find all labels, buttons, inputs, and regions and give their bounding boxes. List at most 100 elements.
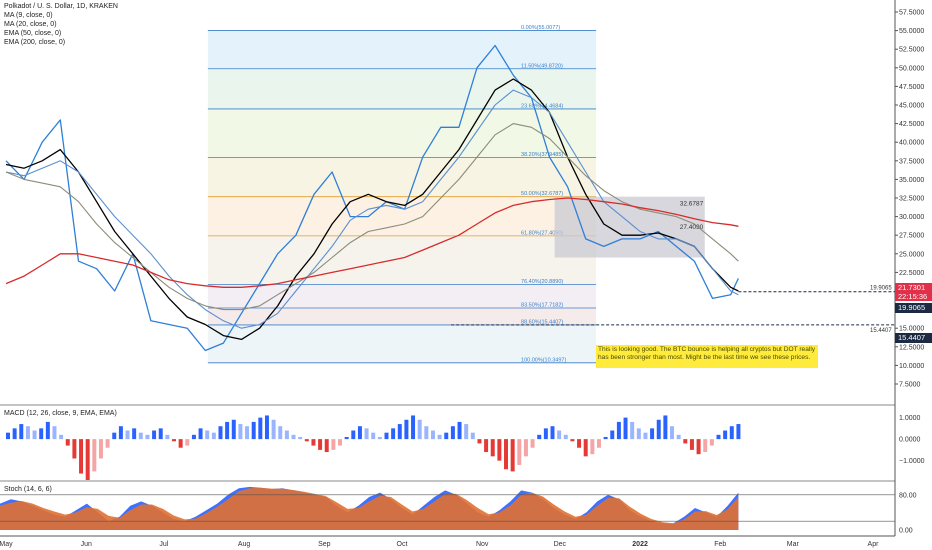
- y-tick-label: 10.0000: [899, 363, 924, 370]
- stoch-y-tick: 80.00: [899, 492, 917, 499]
- macd-y-tick: 1.0000: [899, 415, 921, 422]
- fib-level-label: 50.00%(32.6787): [521, 191, 563, 197]
- macd-bar: [683, 439, 688, 444]
- macd-bar: [391, 428, 396, 440]
- macd-bar: [72, 439, 77, 459]
- legend-ema50: EMA (50, close, 0): [4, 30, 62, 37]
- macd-bar: [145, 434, 150, 440]
- current-price: 21.7301: [898, 283, 926, 292]
- macd-bar: [12, 428, 17, 440]
- macd-bar: [630, 421, 635, 440]
- y-tick-label: 47.5000: [899, 84, 924, 91]
- macd-bar: [6, 432, 10, 440]
- bar-countdown: 22:15:36: [898, 292, 928, 301]
- y-tick-label: 12.5000: [899, 344, 924, 351]
- x-tick-label: Feb: [714, 541, 726, 548]
- macd-bar: [603, 436, 608, 440]
- macd-bar: [464, 424, 469, 440]
- fib-level-label: 11.50%(49.8720): [521, 63, 563, 69]
- fib-band: [207, 235, 597, 285]
- macd-bar: [185, 439, 190, 446]
- macd-bar: [231, 419, 236, 440]
- y-tick-label: 27.5000: [899, 233, 924, 240]
- macd-bar: [298, 436, 303, 440]
- macd-bar: [112, 432, 117, 440]
- support-level-label: 15.4407: [870, 328, 892, 334]
- x-tick-label: 2022: [632, 541, 648, 548]
- macd-bar: [45, 421, 50, 440]
- y-tick-label: 40.0000: [899, 140, 924, 147]
- macd-bar: [238, 424, 243, 440]
- y-tick-label: 35.0000: [899, 177, 924, 184]
- x-tick-label: Oct: [397, 541, 408, 548]
- fib-band: [207, 108, 597, 158]
- legend-ma20: MA (20, close, 0): [4, 21, 57, 28]
- macd-bar: [490, 439, 495, 457]
- ma9-price-tag: 19.9065: [895, 303, 932, 313]
- macd-bar: [457, 421, 462, 440]
- fib-band: [207, 157, 597, 197]
- support-price-tag: 15.4407: [895, 333, 932, 343]
- macd-bar: [570, 439, 575, 442]
- macd-bar: [125, 430, 130, 440]
- macd-bar: [118, 426, 123, 440]
- macd-bar: [663, 415, 668, 440]
- x-tick-label: Jun: [81, 541, 92, 548]
- macd-bar: [338, 439, 343, 446]
- macd-bar: [470, 432, 475, 440]
- macd-bar: [703, 439, 708, 453]
- macd-bar: [736, 424, 741, 440]
- macd-bar: [723, 430, 728, 440]
- macd-bar: [696, 439, 701, 455]
- macd-bar: [25, 426, 30, 440]
- legend-ma9: MA (9, close, 0): [4, 12, 53, 19]
- macd-bar: [610, 430, 615, 440]
- macd-bar: [477, 439, 482, 444]
- macd-bar: [311, 439, 316, 446]
- macd-y-tick: −1.0000: [899, 458, 925, 465]
- y-tick-label: 7.5000: [899, 382, 921, 389]
- y-tick-label: 42.5000: [899, 121, 924, 128]
- macd-bar: [497, 439, 502, 461]
- macd-bar: [105, 439, 110, 448]
- macd-bar: [517, 439, 522, 465]
- macd-bar: [79, 439, 84, 474]
- macd-bar: [172, 439, 176, 442]
- macd-bar: [278, 426, 283, 440]
- macd-bar: [404, 419, 409, 440]
- macd-bar: [689, 439, 694, 450]
- macd-bar: [291, 434, 296, 440]
- fib-band: [207, 196, 597, 236]
- fib-band: [207, 324, 597, 363]
- fib-level-label: 61.80%(27.4090): [521, 230, 563, 236]
- y-tick-label: 22.5000: [899, 270, 924, 277]
- macd-bar: [92, 439, 97, 472]
- macd-bar: [271, 419, 276, 440]
- x-tick-label: Mar: [787, 541, 800, 548]
- macd-bar: [357, 426, 362, 440]
- macd-bar: [656, 419, 661, 440]
- macd-bar: [225, 421, 230, 440]
- macd-bar: [484, 439, 489, 453]
- fib-band: [207, 307, 597, 325]
- box-label-inner: 27.4090: [680, 224, 704, 231]
- box-label-top: 32.6787: [680, 201, 704, 208]
- ma20-line: [5, 89, 739, 329]
- fib-level-label: 100.00%(10.3497): [521, 357, 566, 363]
- y-tick-label: 32.5000: [899, 196, 924, 203]
- macd-bar: [450, 426, 455, 440]
- macd-bar: [543, 428, 548, 440]
- y-tick-label: 15.0000: [899, 326, 924, 333]
- macd-bar: [417, 419, 422, 440]
- ema50-line: [5, 123, 739, 311]
- macd-bar: [251, 421, 256, 440]
- x-tick-label: May: [0, 541, 13, 548]
- macd-bar: [557, 430, 562, 440]
- ma9-line: [5, 78, 739, 341]
- macd-bar: [397, 424, 402, 440]
- price-line: [5, 44, 739, 352]
- consolidation-box: [554, 196, 705, 258]
- macd-bar: [510, 439, 515, 472]
- macd-bar: [504, 439, 509, 470]
